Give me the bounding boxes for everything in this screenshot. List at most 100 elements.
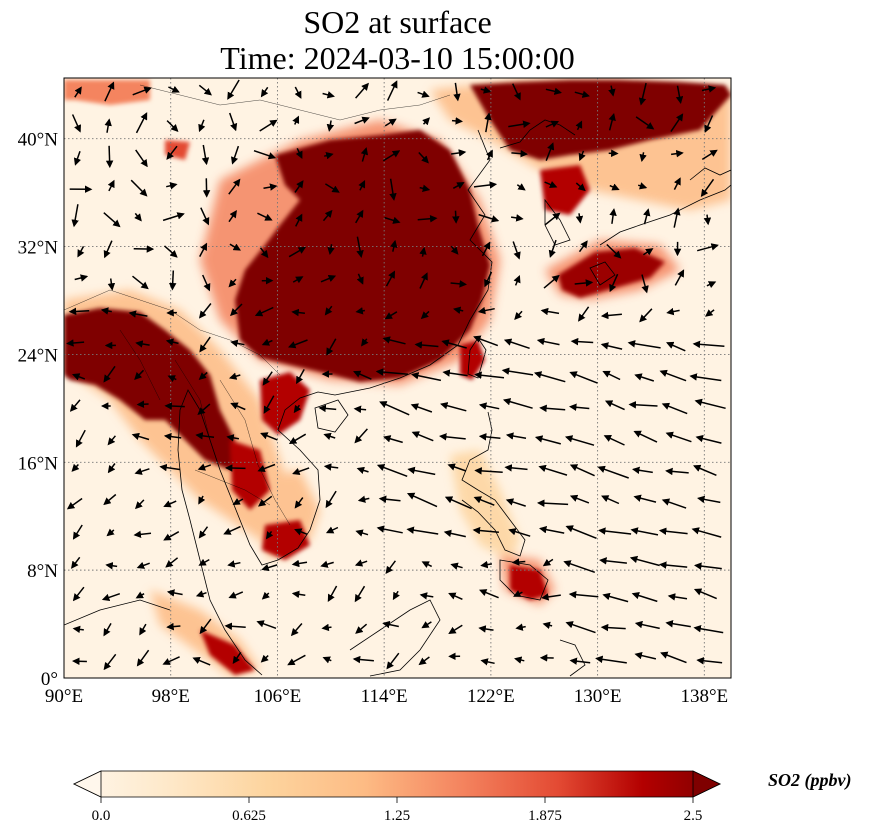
wind-arrow [230, 145, 240, 165]
wind-arrow [227, 560, 241, 568]
wind-arrow [228, 591, 244, 599]
wind-arrow [360, 147, 369, 162]
wind-arrow [132, 275, 149, 290]
wind-arrow [545, 87, 562, 95]
wind-arrow [265, 530, 274, 540]
wind-arrow [322, 91, 335, 99]
colorbar: 0.0 0.625 1.25 1.875 2.5 [73, 770, 721, 824]
wind-arrow [379, 401, 410, 416]
wind-arrow [71, 204, 79, 228]
wind-arrow [627, 340, 661, 349]
wind-arrow [104, 118, 112, 133]
wind-arrow [355, 209, 364, 224]
wind-arrow [198, 495, 206, 505]
wind-arrow [480, 658, 495, 666]
wind-arrow [539, 404, 566, 413]
wind-arrow [473, 335, 499, 347]
wind-arrow [165, 557, 179, 568]
wind-arrow [634, 651, 657, 660]
wind-arrow [574, 90, 590, 98]
wind-arrow [105, 145, 114, 169]
wind-arrow [195, 432, 215, 440]
wind-arrow [355, 307, 366, 315]
wind-arrow [675, 85, 684, 104]
wind-arrow [633, 494, 657, 503]
wind-arrow [704, 115, 714, 133]
lat-tick-label: 24°N [18, 345, 59, 366]
wind-arrow [659, 369, 687, 382]
wind-arrow [661, 402, 688, 415]
wind-arrow [382, 620, 399, 629]
wind-arrow [422, 117, 431, 126]
wind-arrow [198, 371, 208, 380]
wind-arrow [693, 625, 724, 634]
wind-arrow [665, 467, 689, 476]
wind-arrow [515, 623, 526, 631]
wind-arrow [694, 562, 722, 570]
wind-arrow [134, 369, 145, 380]
wind-arrow [199, 336, 211, 353]
wind-arrow [288, 433, 307, 445]
wind-arrow [534, 435, 561, 445]
wind-arrow [696, 657, 723, 665]
wind-arrow [107, 278, 116, 291]
wind-arrow [503, 338, 530, 350]
wind-arrow [135, 149, 148, 168]
wind-arrow [130, 179, 148, 197]
wind-arrow [473, 181, 498, 189]
wind-arrow [107, 435, 116, 446]
wind-arrow [639, 308, 653, 323]
wind-arrow [642, 248, 654, 256]
wind-arrow [376, 464, 408, 478]
wind-arrow [324, 152, 334, 160]
wind-arrow [638, 82, 647, 106]
wind-arrow [197, 463, 212, 471]
wind-arrow [230, 303, 243, 317]
wind-arrow [198, 84, 212, 96]
wind-arrow [327, 585, 338, 603]
wind-arrow [512, 241, 521, 260]
lon-tick-label: 138°E [680, 686, 728, 707]
wind-arrow [545, 142, 555, 161]
wind-arrow [323, 432, 336, 441]
wind-arrow [452, 210, 460, 224]
wind-arrow [480, 86, 492, 94]
wind-arrow [164, 402, 185, 410]
wind-arrow [418, 151, 429, 164]
wind-arrow [692, 340, 725, 349]
wind-arrow [693, 464, 717, 476]
wind-arrow [159, 463, 180, 472]
wind-arrow [578, 306, 590, 322]
wind-arrow [66, 497, 83, 510]
wind-arrow [389, 178, 397, 201]
wind-arrow [447, 463, 467, 472]
wind-arrow [318, 404, 337, 413]
wind-arrow [75, 429, 86, 448]
wind-arrow [575, 213, 584, 224]
wind-arrow [103, 623, 112, 637]
wind-arrow [569, 494, 590, 504]
wind-arrow [544, 181, 558, 188]
wind-arrow [484, 112, 492, 133]
wind-arrow [548, 239, 557, 258]
wind-arrow [224, 622, 246, 631]
wind-arrow [226, 434, 240, 442]
wind-arrow [667, 593, 688, 601]
wind-arrow [292, 115, 300, 125]
wind-arrow [229, 243, 241, 251]
colorbar-tick-label: 1.875 [528, 808, 562, 824]
wind-arrow [166, 120, 179, 132]
map-time-subtitle: Time: 2024-03-10 15:00:00 [220, 40, 575, 76]
lat-tick-label: 16°N [18, 453, 59, 474]
wind-arrow [635, 116, 655, 130]
wind-arrow [257, 463, 276, 473]
wind-arrow [450, 245, 459, 255]
wind-arrow [71, 373, 86, 381]
wind-arrow [386, 80, 398, 101]
wind-arrow [479, 589, 499, 599]
wind-arrow [443, 529, 466, 538]
wind-arrow [629, 555, 660, 567]
wind-arrow [600, 311, 622, 320]
wind-arrow [512, 83, 521, 101]
wind-arrow [504, 464, 528, 472]
